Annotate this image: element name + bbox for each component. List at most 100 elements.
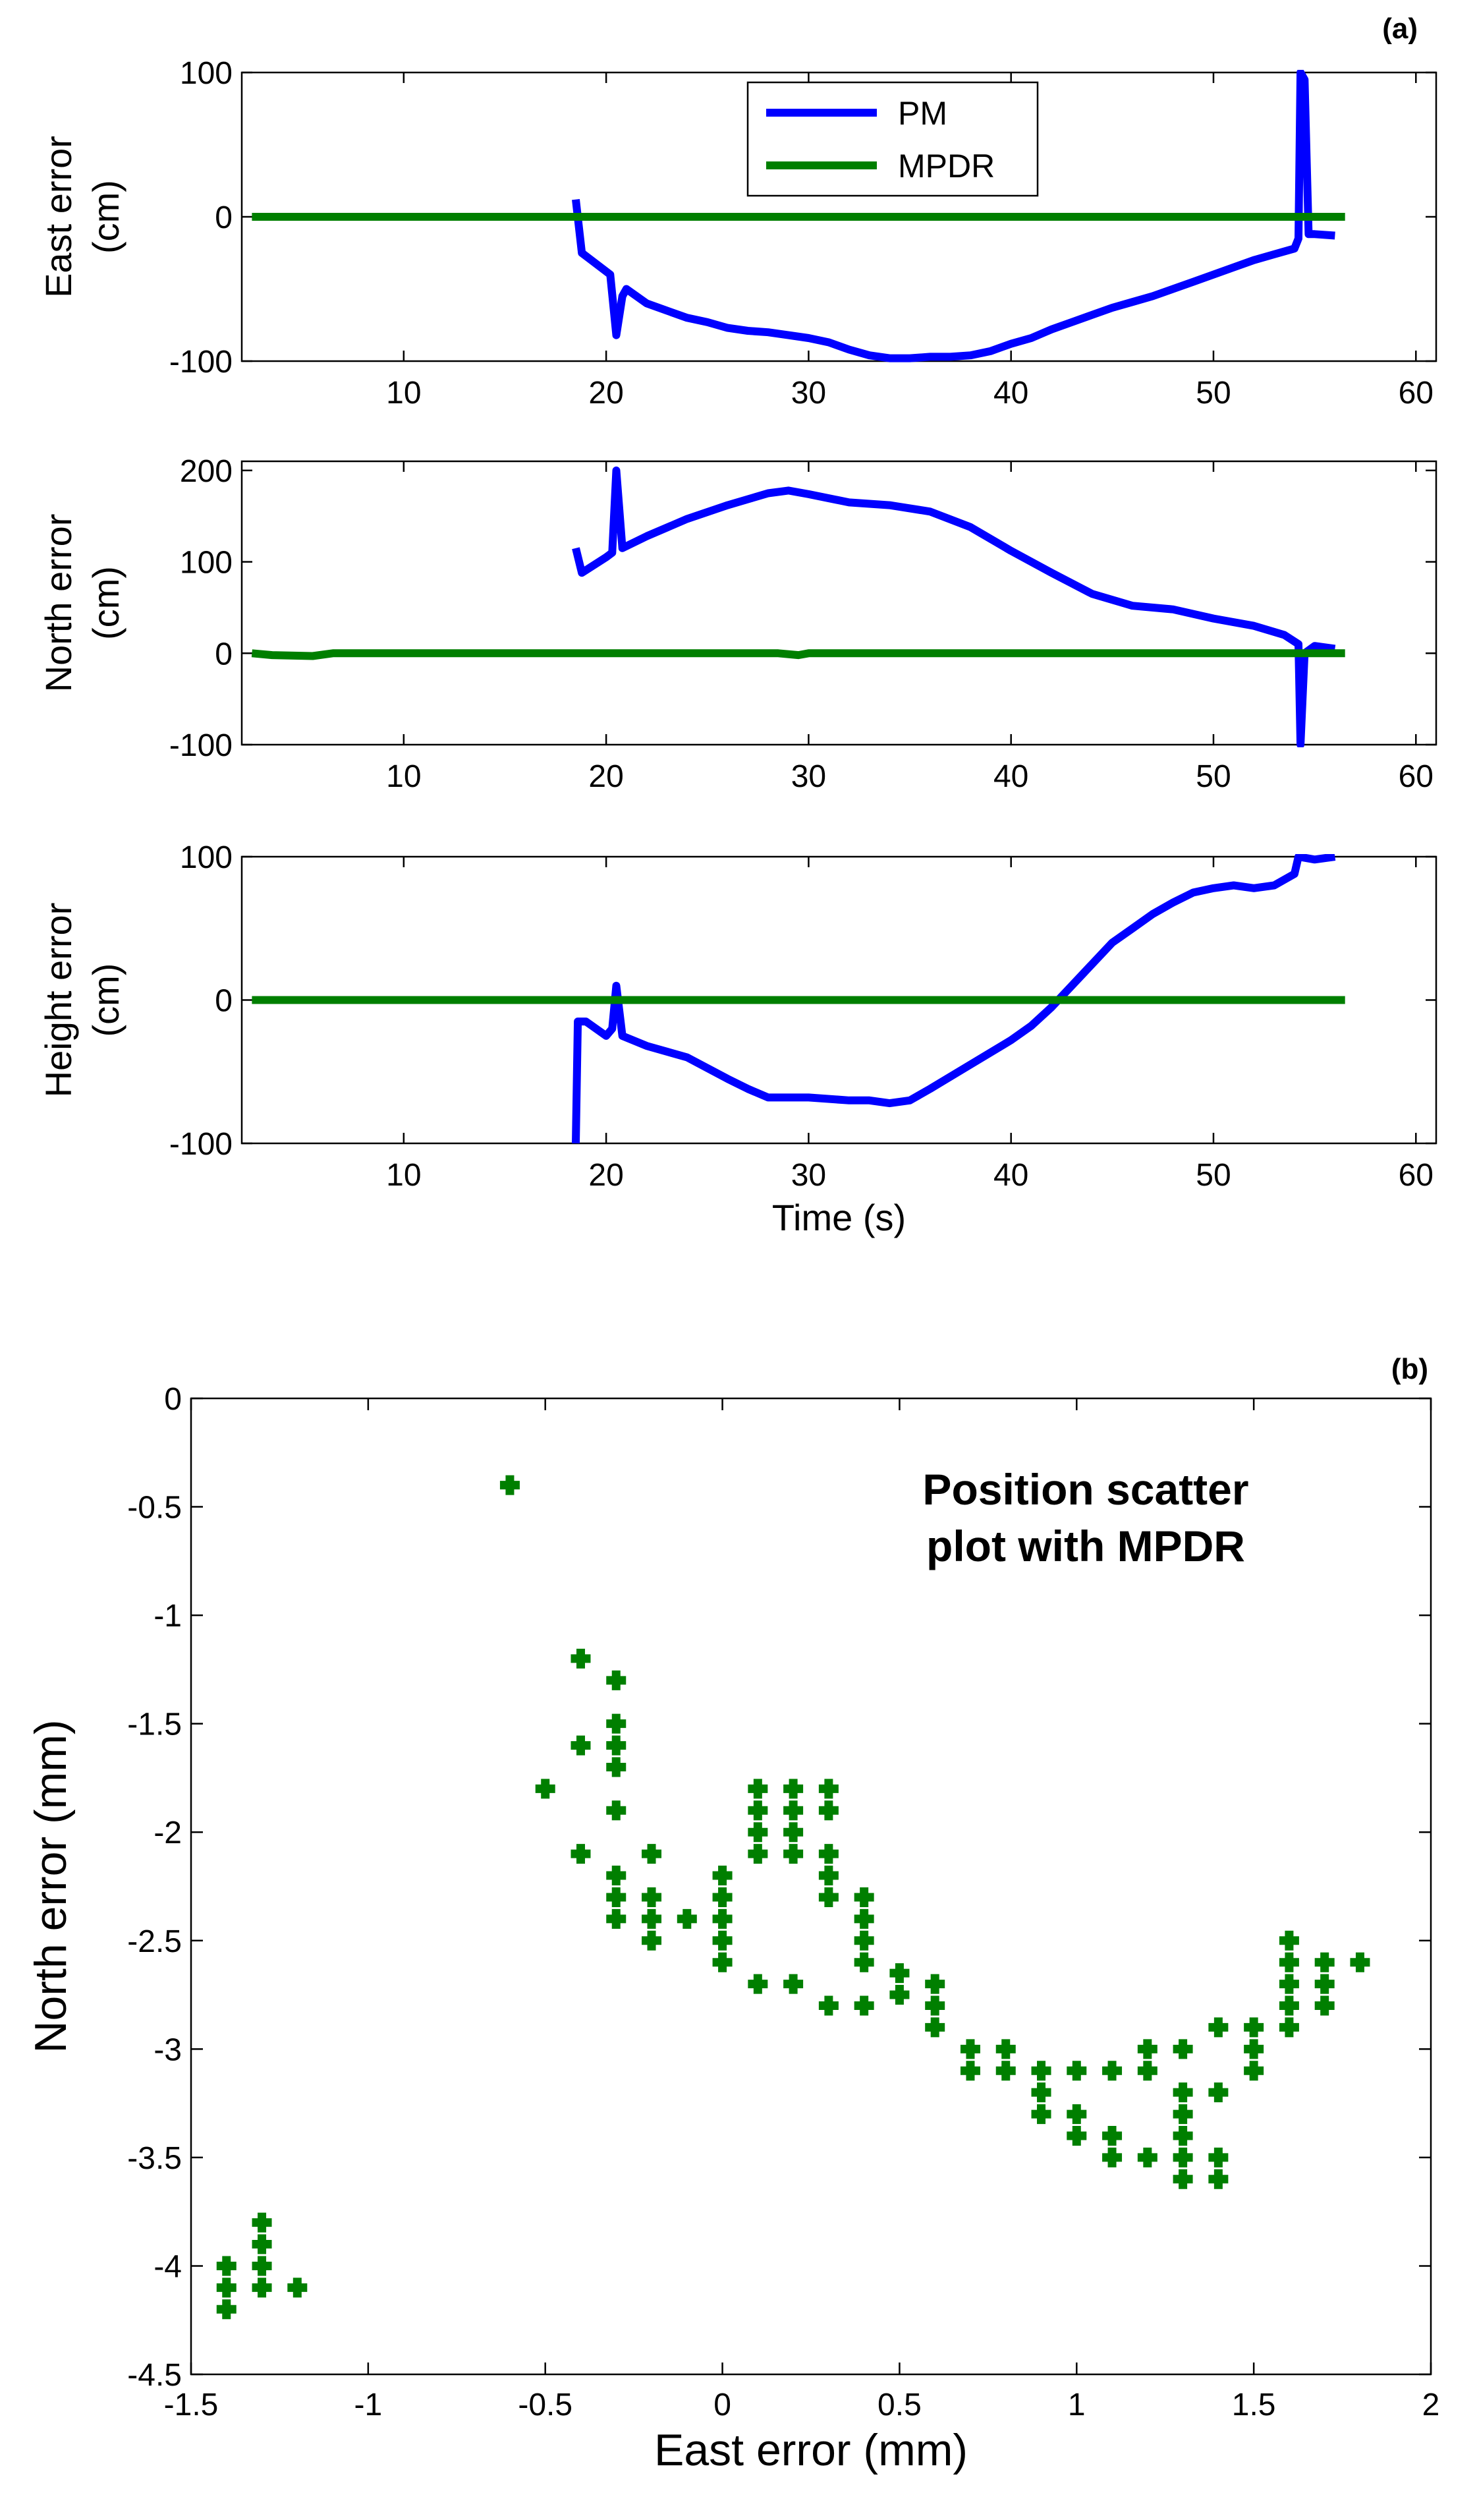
a-north-x-tick-label: 20 xyxy=(588,759,623,794)
scatter-point xyxy=(1067,2125,1087,2146)
a-east-y-tick-label: 0 xyxy=(215,200,233,235)
a-height-x-tick-label: 10 xyxy=(386,1158,421,1193)
scatter-y-tick-label: -4.5 xyxy=(127,2358,182,2393)
a-east-x-tick-label: 60 xyxy=(1399,376,1434,411)
scatter-point xyxy=(1350,1952,1370,1972)
scatter-point xyxy=(748,1800,768,1821)
north-error-panel: 10 20 30 40 50 60 -100 0 100 200 North error (cm) xyxy=(38,454,1437,794)
scatter-x-tick-label: 0.5 xyxy=(878,2388,922,2422)
scatter-x-tick-label: 2 xyxy=(1422,2388,1440,2422)
scatter-x-label: East error (mm) xyxy=(654,2425,968,2475)
scatter-point xyxy=(1173,2147,1193,2167)
scatter-point xyxy=(783,1779,804,1799)
scatter-point xyxy=(960,2061,980,2081)
scatter-point xyxy=(818,1844,839,1864)
scatter-y-tick-label: -1 xyxy=(153,1599,182,1634)
scatter-point xyxy=(1173,2082,1193,2103)
scatter-point xyxy=(606,1800,627,1821)
scatter-point xyxy=(889,1985,910,2005)
a-height-y-tick-label: 100 xyxy=(180,840,233,875)
scatter-point xyxy=(1102,2147,1123,2167)
scatter-point xyxy=(1137,2147,1157,2167)
a-height-x-tick-label: 20 xyxy=(588,1158,623,1193)
scatter-point xyxy=(854,1908,874,1929)
scatter-point xyxy=(606,1670,627,1690)
scatter-x-tick-label: -1.5 xyxy=(164,2388,219,2422)
scatter-point xyxy=(818,1995,839,2016)
scatter-point xyxy=(1244,2039,1264,2059)
scatter-point xyxy=(287,2277,308,2298)
a-height-y-tick-label: -100 xyxy=(169,1127,233,1162)
scatter-point xyxy=(1102,2125,1123,2146)
scatter-point xyxy=(216,2277,237,2298)
scatter-point xyxy=(1031,2061,1051,2081)
scatter-point xyxy=(712,1866,733,1886)
scatter-point xyxy=(1137,2039,1157,2059)
scatter-point xyxy=(606,1757,627,1777)
scatter-point xyxy=(712,1887,733,1907)
a-height-x-tick-label: 50 xyxy=(1196,1158,1231,1193)
scatter-y-tick-label: -3 xyxy=(153,2032,182,2067)
scatter-point xyxy=(252,2234,272,2254)
a-height-x-tick-label: 40 xyxy=(993,1158,1028,1193)
a-east-y-label-line-1: East error xyxy=(38,136,79,298)
scatter-point xyxy=(535,1779,555,1799)
scatter-point xyxy=(1067,2061,1087,2081)
scatter-point xyxy=(995,2061,1016,2081)
scatter-point xyxy=(216,2256,237,2276)
legend-label-pm: PM xyxy=(898,95,947,132)
scatter-point xyxy=(642,1844,662,1864)
scatter-point xyxy=(854,1887,874,1907)
scatter-point xyxy=(252,2256,272,2276)
scatter-point xyxy=(783,1822,804,1843)
scatter-point xyxy=(818,1800,839,1821)
scatter-point xyxy=(854,1995,874,2016)
scatter-x-tick-label: -0.5 xyxy=(518,2388,572,2422)
scatter-y-tick-label: -2 xyxy=(153,1816,182,1850)
a-north-series-mpdr-line xyxy=(251,649,1345,660)
scatter-point xyxy=(783,1844,804,1864)
scatter-point xyxy=(606,1887,627,1907)
legend-label-mpdr: MPDR xyxy=(898,148,995,185)
scatter-y-tick-label: 0 xyxy=(164,1382,182,1417)
scatter-point xyxy=(642,1887,662,1907)
scatter-point xyxy=(1173,2169,1193,2189)
scatter-x-tick-label: 1.5 xyxy=(1232,2388,1276,2422)
a-east-x-tick-label: 30 xyxy=(791,376,826,411)
scatter-point xyxy=(783,1974,804,1994)
scatter-point xyxy=(571,1735,591,1756)
scatter-y-tick-label: -0.5 xyxy=(127,1491,182,1526)
scatter-point xyxy=(216,2299,237,2320)
scatter-point xyxy=(1279,2017,1299,2038)
scatter-axes-box xyxy=(190,1397,1432,2376)
a-north-y-label-line-1: North error xyxy=(38,514,79,693)
scatter-point xyxy=(252,2212,272,2233)
scatter-point xyxy=(1173,2039,1193,2059)
panel-b-tag: (b) xyxy=(1391,1353,1428,1385)
a-north-x-tick-label: 60 xyxy=(1399,759,1434,794)
scatter-annotation-line-2: plot with MPDR xyxy=(926,1522,1245,1570)
scatter-point xyxy=(606,1908,627,1929)
scatter-point xyxy=(606,1866,627,1886)
scatter-point xyxy=(1067,2104,1087,2125)
a-east-series-pm-line xyxy=(572,70,1335,362)
scatter-x-tick-label: 1 xyxy=(1068,2388,1086,2422)
scatter-point xyxy=(677,1908,697,1929)
scatter-point xyxy=(1314,1952,1335,1972)
scatter-y-tick-label: -2.5 xyxy=(127,1924,182,1959)
position-scatter-panel: -1.5 -1 -0.5 0 0.5 1 1.5 2 0 -0.5 -1 -1.5 -2 -2.5 -3 -3… xyxy=(26,1382,1439,2475)
a-height-y-label-line-1: Height error xyxy=(38,903,79,1098)
scatter-point xyxy=(712,1952,733,1972)
scatter-point xyxy=(1244,2061,1264,2081)
scatter-point xyxy=(1208,2017,1229,2038)
a-north-x-tick-label: 40 xyxy=(993,759,1028,794)
scatter-point xyxy=(960,2039,980,2059)
a-east-y-label-line-2: (cm) xyxy=(85,180,126,254)
a-north-x-tick-label: 50 xyxy=(1196,759,1231,794)
a-east-x-tick-label: 20 xyxy=(588,376,623,411)
scatter-x-tick-label: 0 xyxy=(713,2388,731,2422)
scatter-point xyxy=(642,1908,662,1929)
a-north-y-tick-label: 100 xyxy=(180,546,233,581)
scatter-point xyxy=(925,1974,945,1994)
